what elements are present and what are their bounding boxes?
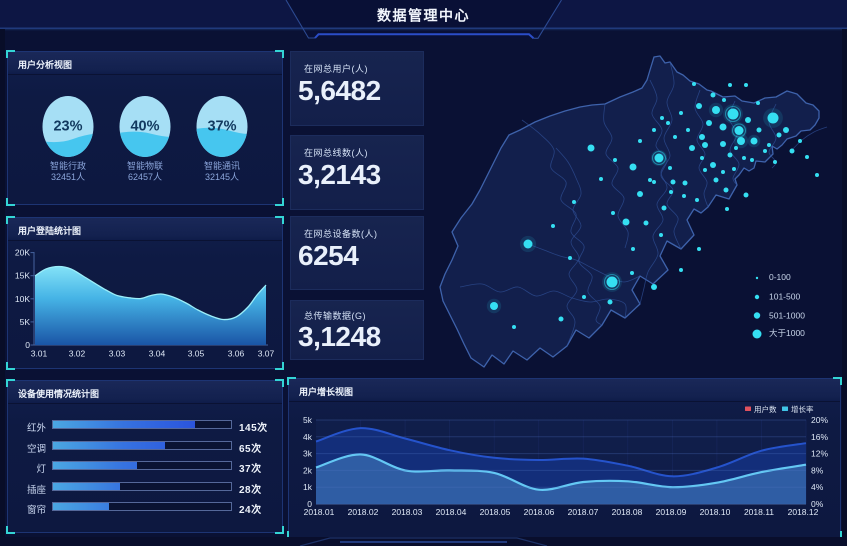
svg-text:3.06: 3.06	[228, 349, 245, 359]
svg-text:0-100: 0-100	[769, 272, 791, 282]
svg-text:12%: 12%	[811, 449, 828, 459]
svg-text:16%: 16%	[811, 432, 828, 442]
svg-text:大于1000: 大于1000	[769, 328, 805, 338]
svg-text:15K: 15K	[15, 271, 30, 281]
svg-text:用户数: 用户数	[754, 404, 777, 414]
svg-text:501-1000: 501-1000	[769, 311, 805, 321]
svg-text:2018.01: 2018.01	[304, 507, 335, 517]
svg-text:2018.12: 2018.12	[788, 507, 819, 517]
svg-text:2018.08: 2018.08	[612, 507, 643, 517]
svg-text:1k: 1k	[303, 482, 313, 492]
svg-text:5k: 5k	[303, 415, 313, 425]
svg-text:3.05: 3.05	[188, 349, 205, 359]
svg-text:2018.10: 2018.10	[700, 507, 731, 517]
svg-text:3k: 3k	[303, 449, 313, 459]
svg-text:4k: 4k	[303, 432, 313, 442]
svg-text:3.03: 3.03	[109, 349, 126, 359]
svg-text:10K: 10K	[15, 294, 30, 304]
svg-text:0: 0	[307, 499, 312, 509]
svg-text:23%: 23%	[53, 119, 82, 135]
svg-text:2018.09: 2018.09	[656, 507, 687, 517]
svg-text:3.07: 3.07	[258, 349, 275, 359]
svg-text:2018.06: 2018.06	[524, 507, 555, 517]
svg-text:数据管理中心: 数据管理中心	[377, 8, 470, 24]
svg-text:20K: 20K	[15, 248, 30, 258]
svg-text:3.01: 3.01	[31, 349, 48, 359]
svg-text:2018.05: 2018.05	[480, 507, 511, 517]
svg-text:2018.07: 2018.07	[568, 507, 599, 517]
svg-text:40%: 40%	[130, 119, 159, 135]
svg-text:8%: 8%	[811, 465, 824, 475]
svg-text:2018.11: 2018.11	[744, 507, 774, 517]
svg-text:20%: 20%	[811, 415, 828, 425]
svg-text:增长率: 增长率	[791, 404, 814, 414]
svg-text:2k: 2k	[303, 465, 313, 475]
svg-text:2018.03: 2018.03	[392, 507, 423, 517]
svg-text:3.02: 3.02	[69, 349, 86, 359]
svg-text:2018.02: 2018.02	[348, 507, 379, 517]
svg-text:101-500: 101-500	[769, 292, 800, 302]
svg-text:2018.04: 2018.04	[436, 507, 467, 517]
svg-text:3.04: 3.04	[149, 349, 166, 359]
svg-text:37%: 37%	[207, 119, 236, 135]
svg-text:0%: 0%	[811, 499, 824, 509]
svg-text:5K: 5K	[20, 317, 31, 327]
svg-text:4%: 4%	[811, 482, 824, 492]
svg-text:0: 0	[25, 340, 30, 350]
